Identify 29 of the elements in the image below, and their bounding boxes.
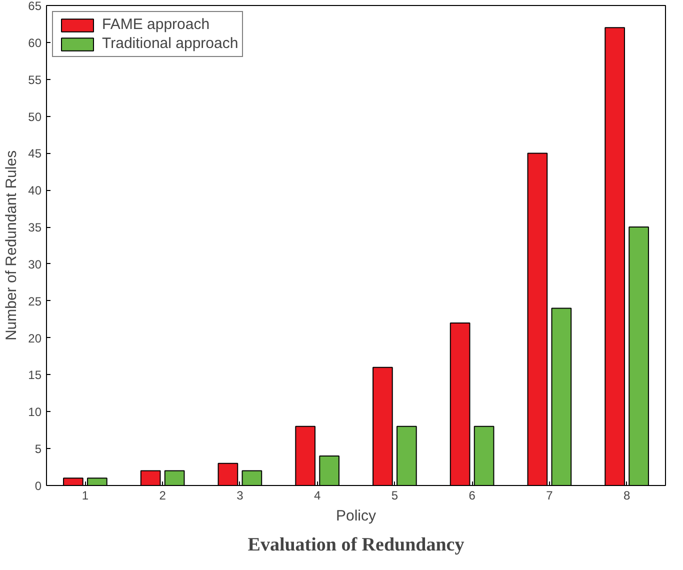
y-tick-label: 55: [28, 72, 42, 87]
y-tick-label: 40: [28, 184, 42, 198]
y-tick-label: 10: [28, 405, 42, 420]
bar: [242, 470, 262, 486]
y-tick-label: 45: [28, 146, 42, 161]
x-tick-label: 3: [236, 488, 244, 502]
x-tick-label: 1: [82, 488, 89, 502]
y-tick-label: 50: [28, 110, 42, 124]
legend-label: FAME approach: [102, 16, 210, 33]
y-tick-label: 60: [28, 36, 42, 50]
y-axis-title: Number of Redundant Rules: [3, 150, 20, 341]
x-tick-label: 8: [623, 488, 630, 502]
x-tick-label: 7: [546, 488, 554, 502]
y-tick-label: 20: [28, 331, 42, 346]
x-tick-label: 6: [468, 488, 476, 502]
y-tick-label: 15: [28, 368, 42, 382]
y-tick-label: 0: [34, 479, 42, 493]
y-tick-label: 30: [28, 257, 42, 272]
y-tick-label: 5: [34, 442, 42, 456]
text: Evaluation of Redundancy: [248, 534, 465, 556]
x-axis-title: Policy: [336, 508, 377, 524]
y-tick-label: 65: [28, 0, 42, 13]
y-tick-label: 35: [28, 220, 42, 235]
x-tick-label: 2: [159, 488, 166, 502]
y-tick-label: 25: [28, 294, 42, 308]
bar: [450, 322, 470, 486]
legend-label: Traditional approach: [102, 35, 238, 52]
x-tick-label: 5: [391, 488, 398, 502]
x-tick-label: 4: [314, 488, 321, 502]
